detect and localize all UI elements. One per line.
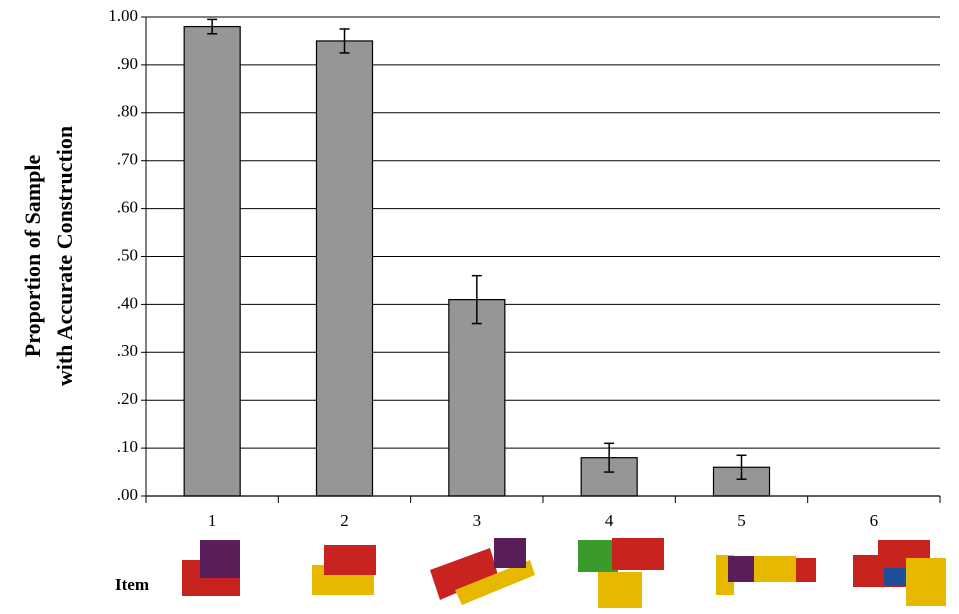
brick [324,545,376,575]
bar [448,299,506,497]
brick [578,540,618,572]
x-tick-label: 6 [870,511,879,530]
brick [906,558,946,606]
brick [598,572,642,608]
y-tick-label: .60 [117,198,138,217]
brick [796,558,816,582]
y-axis-title: with Accurate Construction [52,126,77,386]
x-tick-label: 4 [605,511,614,530]
y-tick-label: .90 [117,54,138,73]
x-tick-label: 5 [737,511,746,530]
y-tick-label: .30 [117,341,138,360]
brick [494,538,526,568]
x-tick-label: 3 [473,511,482,530]
x-tick-label: 2 [340,511,349,530]
brick [728,556,754,582]
bar [183,25,241,497]
error-bar [604,442,615,473]
brick [754,556,796,582]
error-bar [736,454,747,480]
brick [430,548,498,600]
y-tick-label: .70 [117,150,138,169]
x-tick-label: 1 [208,511,217,530]
bar [315,40,374,497]
error-bar [207,18,218,35]
item-images [182,538,946,608]
error-bar [339,28,350,54]
y-tick-label: .80 [117,102,138,121]
x-axis-title: Item [115,575,149,594]
y-tick-label: .10 [117,437,138,456]
brick [612,538,664,570]
y-tick-label: .00 [117,485,138,504]
y-tick-label: .50 [117,245,138,264]
brick [455,560,535,605]
y-tick-label: 1.00 [108,6,138,25]
y-tick-label: .20 [117,389,138,408]
y-tick-label: .40 [117,293,138,312]
error-bar [471,274,482,325]
y-axis-title: Proportion of Sample [20,155,45,358]
brick [200,540,240,578]
